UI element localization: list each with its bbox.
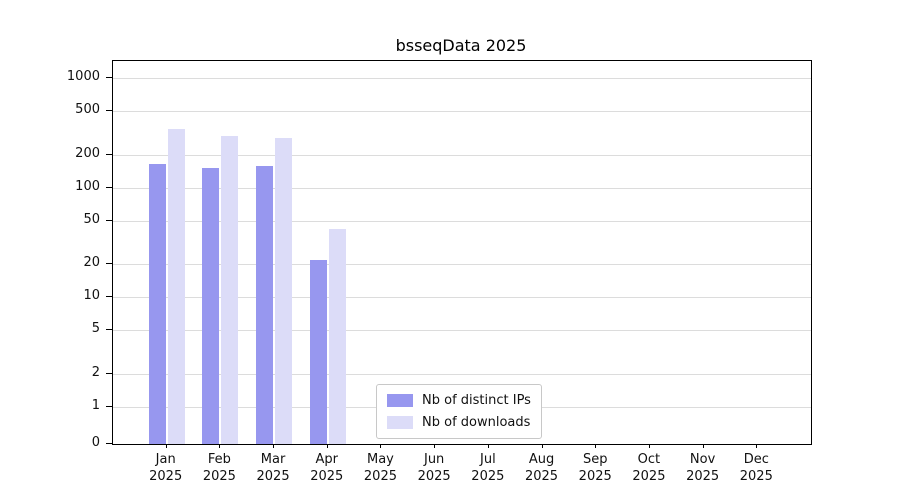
chart-title: bsseqData 2025: [395, 36, 527, 55]
x-tick-month: Jun: [423, 452, 445, 467]
x-tick-label: May 2025: [345, 451, 415, 485]
x-tick-mark: [380, 444, 382, 448]
y-tick-label: 200: [75, 145, 100, 161]
x-tick-year: 2025: [149, 469, 183, 484]
x-tick-month: May: [367, 452, 394, 467]
legend-swatch-distinct-ips: [387, 394, 413, 407]
y-tick-label: 50: [83, 211, 100, 227]
gridline: [113, 297, 811, 299]
y-tick-mark: [106, 329, 112, 331]
y-tick-label: 10: [83, 288, 100, 304]
y-tick-mark: [106, 219, 112, 221]
legend: Nb of distinct IPs Nb of downloads: [376, 384, 542, 439]
y-tick-label: 0: [91, 435, 100, 450]
x-tick-label: Apr 2025: [292, 451, 362, 485]
y-tick-mark: [106, 110, 112, 111]
gridline: [113, 111, 811, 112]
x-tick-label: Jul 2025: [453, 451, 523, 485]
x-tick-year: 2025: [471, 469, 505, 484]
x-tick-mark: [595, 444, 597, 448]
y-tick-mark: [106, 186, 112, 188]
x-tick-year: 2025: [686, 469, 720, 484]
x-tick-label: Sep 2025: [560, 451, 630, 485]
plot-area: Nb of distinct IPs Nb of downloads: [112, 60, 812, 445]
x-tick-year: 2025: [739, 469, 773, 484]
gridline: [113, 154, 811, 156]
bar-downloads: [221, 136, 239, 444]
y-tick-mark: [106, 153, 112, 155]
bar-distinct-ips: [148, 163, 166, 444]
y-tick-label: 1000: [66, 69, 100, 84]
y-tick-mark: [106, 406, 112, 407]
x-tick-mark: [434, 444, 436, 448]
x-tick-year: 2025: [256, 469, 290, 484]
x-tick-year: 2025: [632, 469, 666, 484]
x-tick-year: 2025: [202, 469, 236, 484]
gridline: [113, 78, 811, 79]
y-tick-label: 20: [83, 255, 100, 271]
x-tick-mark: [273, 444, 275, 448]
x-tick-month: Aug: [528, 452, 555, 467]
y-tick-mark: [106, 372, 112, 374]
x-tick-mark: [756, 444, 758, 448]
x-tick-month: Dec: [743, 452, 769, 467]
gridline: [113, 220, 811, 222]
x-tick-label: Mar 2025: [238, 451, 308, 485]
x-tick-mark: [487, 444, 489, 448]
x-tick-label: Oct 2025: [614, 451, 684, 485]
gridline: [113, 187, 811, 189]
x-tick-month: Feb: [207, 452, 231, 467]
y-tick-label: 100: [75, 178, 100, 194]
bar-downloads: [275, 137, 293, 444]
x-tick-month: Apr: [315, 452, 339, 467]
x-tick-month: Jan: [155, 452, 176, 467]
x-tick-year: 2025: [417, 469, 451, 484]
x-tick-mark: [219, 444, 221, 448]
x-tick-label: Dec 2025: [721, 451, 791, 485]
x-tick-month: Oct: [637, 452, 661, 467]
x-tick-year: 2025: [524, 469, 559, 484]
x-tick-label: Aug 2025: [507, 451, 577, 485]
x-tick-year: 2025: [578, 469, 612, 484]
y-tick-mark: [106, 263, 112, 265]
legend-swatch-downloads: [387, 416, 413, 429]
x-tick-mark: [541, 444, 543, 448]
y-tick-mark: [106, 296, 112, 298]
x-tick-label: Feb 2025: [184, 451, 254, 485]
y-tick-mark: [106, 77, 112, 78]
x-tick-year: 2025: [310, 469, 344, 484]
x-tick-year: 2025: [363, 469, 397, 484]
y-tick-label: 2: [91, 364, 100, 380]
gridline: [113, 373, 811, 375]
y-tick-mark: [106, 443, 112, 444]
gridline: [113, 330, 811, 332]
x-tick-month: Nov: [689, 452, 716, 467]
bar-distinct-ips: [202, 168, 220, 444]
legend-item-distinct-ips: Nb of distinct IPs: [387, 393, 531, 408]
y-tick-label: 500: [75, 102, 100, 117]
x-tick-label: Jan 2025: [131, 451, 201, 485]
x-tick-label: Nov 2025: [668, 451, 738, 485]
y-tick-label: 1: [91, 398, 100, 413]
bar-distinct-ips: [309, 259, 327, 444]
bars: [113, 61, 811, 444]
bar-distinct-ips: [256, 165, 274, 444]
legend-label-downloads: Nb of downloads: [422, 415, 531, 430]
y-tick-label: 5: [91, 321, 100, 337]
x-tick-month: Mar: [260, 452, 286, 467]
bar-downloads: [167, 129, 185, 444]
x-tick-mark: [702, 444, 704, 448]
legend-label-distinct-ips: Nb of distinct IPs: [422, 393, 531, 408]
x-tick-month: Jul: [480, 452, 496, 467]
bar-downloads: [328, 229, 346, 444]
x-tick-label: Jun 2025: [399, 451, 469, 485]
gridline: [113, 264, 811, 266]
x-tick-mark: [648, 444, 650, 448]
x-tick-month: Sep: [582, 452, 608, 467]
x-tick-mark: [165, 444, 167, 448]
x-tick-mark: [326, 444, 328, 448]
legend-item-downloads: Nb of downloads: [387, 415, 531, 430]
